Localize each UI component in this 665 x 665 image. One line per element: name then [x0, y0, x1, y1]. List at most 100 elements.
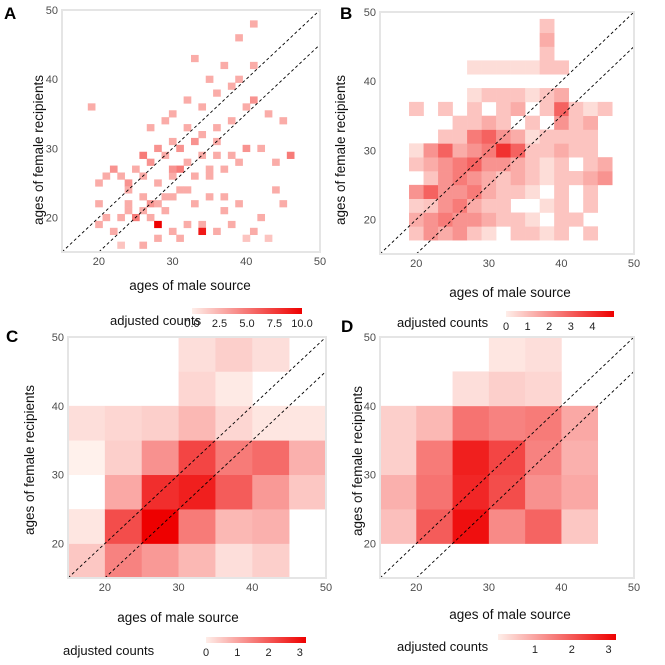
plot-area-d: 20 30 40 50 20 30 40 50	[364, 332, 640, 594]
heatmap-cell	[525, 212, 540, 227]
heatmap-cell	[264, 110, 273, 118]
x-axis-title-d: ages of male source	[449, 607, 571, 622]
heatmap-cell	[438, 129, 453, 144]
heatmap-cell	[568, 212, 584, 227]
heatmap-cell	[213, 124, 221, 132]
heatmap-cell	[416, 509, 453, 544]
y-tick-label: 40	[46, 74, 58, 86]
heatmap-cell	[423, 157, 439, 172]
heatmap-cell	[178, 337, 216, 372]
heatmap-cell	[168, 227, 177, 236]
heatmap-cell	[235, 75, 243, 83]
heatmap-cell	[452, 129, 468, 144]
heatmap-cell	[409, 101, 424, 117]
heatmap-cell	[183, 158, 192, 166]
heatmap-cell	[496, 143, 511, 158]
heatmap-cell	[452, 509, 490, 544]
heatmap-cell	[409, 226, 424, 241]
heatmap-cell	[467, 198, 482, 213]
heatmap-cell	[583, 184, 599, 199]
heatmap-cell	[227, 82, 236, 90]
heatmap-cell	[191, 54, 199, 63]
heatmap-cell	[168, 172, 177, 180]
heatmap-cell	[438, 157, 453, 172]
y-tick-label: 30	[364, 470, 376, 482]
legend-b: 0 1 2 3 4	[503, 311, 614, 333]
y-tick-label: 50	[364, 332, 376, 344]
heatmap-cell	[215, 371, 253, 407]
heatmap-cell	[132, 165, 140, 173]
x-axis-title-a: ages of male source	[129, 278, 251, 293]
heatmap-cell	[146, 213, 155, 222]
diagonal-reference-line	[104, 371, 326, 578]
x-tick-label: 30	[483, 258, 495, 270]
heatmap-cell	[554, 88, 569, 103]
heatmap-cell	[583, 101, 599, 117]
heatmap-cell	[481, 198, 497, 213]
heatmap-cell	[124, 200, 133, 208]
heatmap-cell	[178, 371, 216, 407]
heatmap-cell	[568, 129, 584, 144]
heatmap-cell	[264, 234, 273, 242]
heatmap-cell	[597, 171, 613, 186]
y-tick-label: 30	[52, 470, 64, 482]
heatmap-cell	[488, 509, 526, 544]
legend-title-a: adjusted counts	[110, 313, 202, 328]
heatmap-cell	[452, 115, 468, 130]
diagonal-reference-line	[380, 337, 634, 578]
heatmap-cell	[539, 157, 555, 172]
heatmap-cell	[467, 212, 482, 227]
heatmap-cell	[438, 101, 453, 117]
heatmap-cell	[496, 88, 511, 103]
heatmap-cell	[68, 405, 106, 441]
heatmap-cell	[481, 226, 497, 241]
heatmap-cell	[215, 509, 253, 544]
heatmap-cell	[452, 157, 468, 172]
heatmap-cell	[272, 158, 280, 166]
x-tick-label: 50	[628, 582, 640, 594]
heatmap-cell	[554, 129, 569, 144]
legend-title-b: adjusted counts	[397, 315, 489, 330]
diagonal-reference-line	[415, 371, 634, 578]
heatmap-cell	[496, 184, 511, 199]
heatmap-cell	[205, 165, 214, 173]
heatmap-cell	[416, 405, 453, 441]
heatmap-cell	[525, 371, 562, 407]
heatmap-cell	[452, 184, 468, 199]
heatmap-cell	[481, 88, 497, 103]
heatmap-cell	[488, 440, 526, 476]
x-axis-title-c: ages of male source	[117, 610, 239, 625]
heatmap-cell	[583, 198, 599, 213]
heatmap-cell	[249, 227, 258, 236]
heatmap-cell	[289, 474, 326, 510]
heatmap-cell	[416, 440, 453, 476]
heatmap-cell	[272, 186, 280, 194]
heatmap-cells	[409, 18, 613, 241]
heatmap-cell	[154, 200, 162, 208]
x-tick-label: 20	[99, 582, 111, 594]
legend-a: 0.0 2.5 5.0 7.5 10.0	[184, 308, 313, 330]
heatmap-cell	[539, 143, 555, 158]
heatmap-cell	[168, 137, 177, 146]
heatmap-cell	[554, 115, 569, 130]
heatmap-cell	[525, 88, 540, 103]
heatmap-cells	[87, 20, 295, 249]
heatmap-cell	[481, 184, 497, 199]
y-tick-label: 50	[52, 332, 64, 344]
heatmap-cell	[452, 226, 468, 241]
heatmap-cell	[554, 212, 569, 227]
heatmap-cell	[252, 440, 290, 476]
heatmap-cell	[510, 226, 526, 241]
heatmap-cell	[597, 101, 613, 117]
heatmap-cell	[117, 213, 125, 222]
legend-tick-label: 3	[297, 647, 303, 659]
heatmap-cell	[568, 171, 584, 186]
heatmap-cell	[168, 165, 177, 173]
heatmap-cell	[583, 115, 599, 130]
legend-tick-label: 0	[503, 321, 509, 333]
heatmap-cell	[452, 143, 468, 158]
legend-title-d: adjusted counts	[397, 639, 489, 654]
heatmap-cell	[380, 440, 417, 476]
heatmap-cell	[183, 220, 192, 229]
heatmap-cell	[154, 179, 162, 187]
